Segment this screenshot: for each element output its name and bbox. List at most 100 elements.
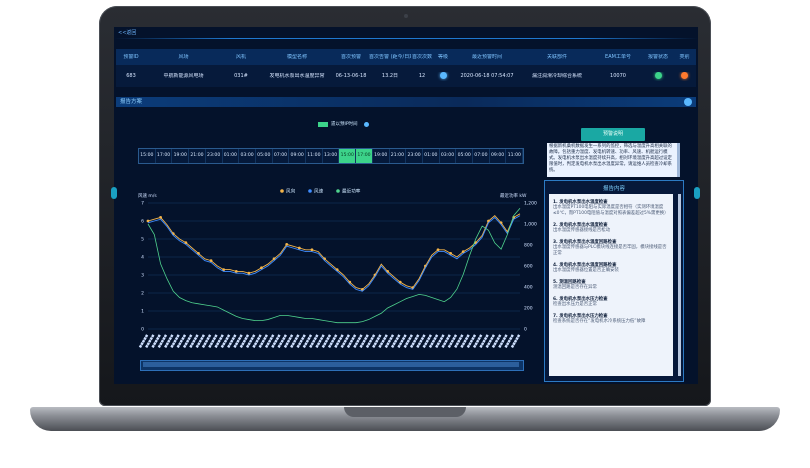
- x-tick-label: ■■■■■: [289, 334, 300, 349]
- warning-description-button[interactable]: 预警说明: [581, 128, 645, 141]
- y2-tick-label: 600: [524, 264, 533, 270]
- timeline-legend: 遗以预IP时间: [318, 121, 369, 127]
- category-icon[interactable]: [681, 71, 688, 79]
- status-icon[interactable]: [654, 71, 662, 79]
- timeline-tick[interactable]: 23:00: [406, 149, 423, 163]
- series-line-1: [147, 215, 521, 292]
- y-tick-label: 4: [141, 255, 144, 261]
- series-line-2: [147, 207, 521, 324]
- x-tick-label: ■■■■■: [239, 334, 250, 349]
- timeline-tick[interactable]: 05:00: [456, 149, 474, 163]
- table-cell: 031#: [234, 73, 248, 79]
- legend-label: 风速: [314, 189, 324, 195]
- x-tick-label: ■■■■■: [138, 334, 149, 349]
- x-tick-label: ■■■■■: [214, 334, 225, 349]
- table-cell: 2020-06-18 07:54:07: [460, 73, 514, 79]
- timeline-tick[interactable]: 23:00: [206, 149, 223, 163]
- column-header: 报警状态: [647, 54, 668, 60]
- y2-tick-label: 1,000: [524, 222, 537, 228]
- y-tick-label: 2: [141, 291, 144, 297]
- description-scrollbar[interactable]: [677, 143, 680, 177]
- table-cell: 13.2日: [381, 73, 399, 79]
- table-cell: [673, 71, 696, 81]
- y2-tick-label: 400: [524, 285, 533, 291]
- report-item: 3. 发电机水泵出水温度回路检查 出水温度传感器与PLC模块线连接是否牢固，模块接…: [553, 239, 669, 257]
- x-tick-label: ■■■■■: [346, 334, 357, 349]
- legend-label: 风向: [286, 188, 296, 195]
- info-icon[interactable]: [363, 121, 369, 127]
- back-link[interactable]: <<返回: [118, 30, 137, 36]
- timeline-tick[interactable]: 21:00: [189, 149, 206, 163]
- x-tick-label: ■■■■■: [497, 334, 508, 349]
- timeline-tick[interactable]: 07:00: [273, 149, 290, 163]
- time-selector[interactable]: 15:00 17:00 19:00 21:00 23:00 01:00 03:00 05:00…: [138, 148, 524, 164]
- timeline-tick[interactable]: 05:00: [256, 149, 273, 163]
- x-tick-label: ■■■■■: [264, 334, 275, 349]
- timeline-tick[interactable]: 17:00: [356, 149, 373, 163]
- x-tick-label: ■■■■■: [327, 334, 338, 349]
- timeline-tick[interactable]: 15:00: [139, 149, 156, 163]
- legend-marker: [336, 189, 340, 193]
- x-tick-label: ■■■■■: [472, 334, 483, 349]
- report-item-title: 6. 发电机水泵出水压力检查: [553, 297, 608, 302]
- data-point: [184, 241, 188, 244]
- table-cell: 10070: [610, 73, 626, 79]
- y-axis-label: 风速 m/s: [138, 193, 157, 199]
- report-item-title: 2. 发电机水泵出水温度检查: [553, 223, 608, 228]
- y-tick-label: 1: [141, 309, 144, 315]
- divider: [114, 38, 698, 39]
- x-tick-label: ■■■■■: [365, 334, 376, 349]
- timeline-tick[interactable]: 11:00: [306, 149, 323, 163]
- data-point: [209, 259, 213, 262]
- timeline-tick[interactable]: 07:00: [473, 149, 490, 163]
- x-tick-label: ■■■■■: [163, 334, 174, 349]
- x-tick-label: ■■■■■: [207, 334, 218, 349]
- report-item: 7. 发电机水泵出水压力检查 检查系统是否存在“发电机水冷系统压力低”故障: [553, 313, 669, 325]
- timeline-tick[interactable]: 15:00: [339, 149, 357, 163]
- timeline-tick[interactable]: 03:00: [239, 149, 256, 163]
- data-point: [260, 266, 263, 270]
- timeline-tick[interactable]: 11:00: [506, 149, 524, 163]
- report-item: 1. 发电机水泵出水温度检查 出水温度PT100电阻与实际温度是否相符（实测环境温…: [553, 199, 669, 217]
- timeline-tick[interactable]: 21:00: [390, 149, 407, 163]
- x-tick-label: ■■■■■: [510, 334, 521, 349]
- report-item-body: 出水温度传感器接线是否松动: [553, 228, 611, 233]
- x-tick-label: ■■■■■: [447, 334, 458, 349]
- x-tick-label: ■■■■■: [226, 334, 237, 349]
- report-item-body: 测温回路是否存在异常: [553, 285, 597, 290]
- x-tick-label: ■■■■■: [220, 334, 231, 349]
- x-tick-label: ■■■■■: [201, 334, 212, 349]
- panel-title: 报告方案: [120, 99, 143, 105]
- x-tick-label: ■■■■■: [144, 334, 155, 349]
- collapse-icon[interactable]: [684, 98, 692, 106]
- timeline-tick[interactable]: 09:00: [289, 149, 307, 163]
- right-side-tab[interactable]: [694, 187, 700, 199]
- x-tick-label: ■■■■■: [321, 334, 332, 349]
- column-header: 类别: [679, 54, 690, 60]
- timeline-tick[interactable]: 19:00: [373, 149, 390, 163]
- x-tick-label: ■■■■■: [333, 334, 344, 349]
- laptop-notch: [344, 407, 466, 417]
- timeline-tick[interactable]: 19:00: [172, 149, 190, 163]
- level-icon[interactable]: [439, 71, 447, 79]
- x-tick-label: ■■■■■: [176, 334, 187, 349]
- chart-scrollbar[interactable]: [140, 360, 524, 371]
- timeline-tick[interactable]: 03:00: [440, 149, 457, 163]
- table-row[interactable]: 683 中航新能源风电场 031# 发电机水泵出水温度异常 06-13-06-18 13.…: [116, 65, 696, 87]
- scroll-thumb[interactable]: [143, 362, 519, 367]
- timeline-tick[interactable]: 01:00: [423, 149, 440, 163]
- timeline-tick[interactable]: 09:00: [490, 149, 507, 163]
- x-tick-label: ■■■■■: [157, 334, 168, 349]
- table-cell: 683: [126, 73, 136, 79]
- left-side-tab[interactable]: [111, 187, 117, 199]
- timeline-tick[interactable]: 01:00: [223, 149, 240, 163]
- data-point: [159, 216, 163, 219]
- report-item: 2. 发电机水泵出水温度检查 出水温度传感器接线是否松动: [553, 222, 669, 234]
- report-item: 6. 发电机水泵出水压力检查 检查出水压力是否正常: [553, 296, 669, 308]
- timeline-tick[interactable]: 13:00: [323, 149, 340, 163]
- timeline-tick[interactable]: 17:00: [156, 149, 173, 163]
- report-scrollbar[interactable]: [678, 194, 681, 376]
- report-content-list: 1. 发电机水泵出水温度检查 出水温度PT100电阻与实际温度是否相符（实测环境温…: [549, 194, 673, 376]
- report-item-body: 检查出水压力是否正常: [553, 302, 597, 307]
- table-cell: [643, 71, 673, 81]
